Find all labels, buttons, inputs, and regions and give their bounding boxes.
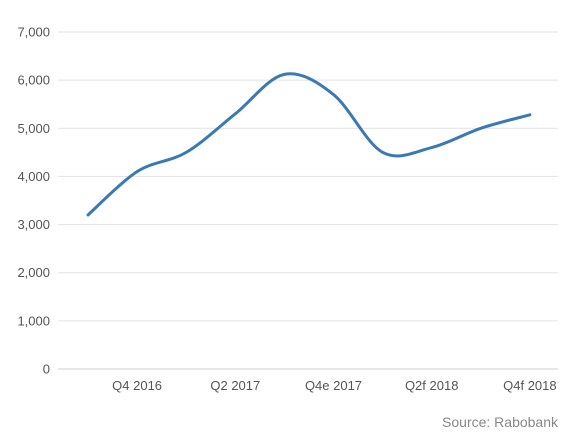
x-tick-label: Q4 2016 [112, 378, 162, 393]
x-axis-ticks: Q4 2016 Q2 2017 Q4e 2017 Q2f 2018 Q4f 2018 [112, 378, 556, 393]
x-tick-label: Q2 2017 [210, 378, 260, 393]
data-point[interactable] [231, 110, 239, 118]
x-tick-label: Q4f 2018 [503, 378, 557, 393]
series-layer [84, 70, 534, 219]
y-tick-label: 3,000 [17, 217, 50, 232]
data-point[interactable] [182, 148, 190, 156]
source-label: Source: Rabobank [442, 414, 559, 430]
grid-lines [58, 31, 558, 370]
data-point[interactable] [477, 124, 485, 132]
data-point[interactable] [379, 148, 387, 156]
x-tick-label: Q2f 2018 [405, 378, 459, 393]
y-tick-label: 0 [43, 362, 50, 377]
data-point[interactable] [428, 144, 436, 152]
data-point[interactable] [280, 70, 288, 78]
data-point[interactable] [84, 211, 92, 219]
data-point[interactable] [330, 91, 338, 99]
data-point[interactable] [133, 168, 141, 176]
series-line [86, 72, 532, 217]
data-point[interactable] [526, 111, 534, 119]
y-tick-label: 5,000 [17, 121, 50, 136]
y-tick-label: 7,000 [17, 25, 50, 40]
y-axis-ticks: 0 1,000 2,000 3,000 4,000 5,000 6,000 7,000 [17, 25, 50, 377]
y-tick-label: 1,000 [17, 313, 50, 328]
y-tick-label: 4,000 [17, 169, 50, 184]
x-tick-label: Q4e 2017 [305, 378, 362, 393]
y-tick-label: 6,000 [17, 73, 50, 88]
y-tick-label: 2,000 [17, 265, 50, 280]
